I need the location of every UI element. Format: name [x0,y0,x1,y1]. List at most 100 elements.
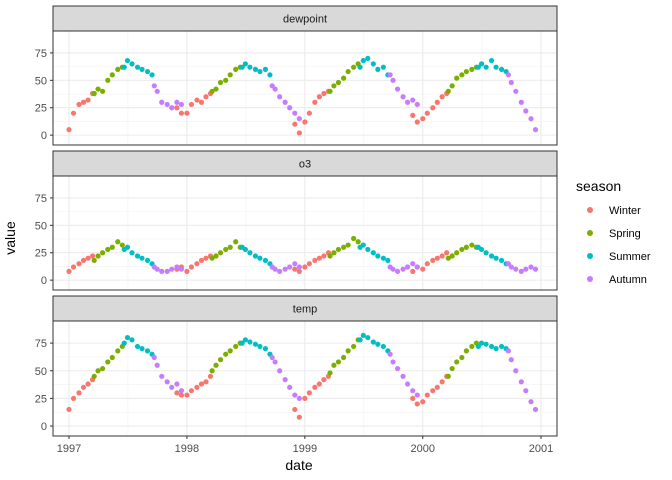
data-point-autumn [277,94,283,100]
data-point-summer [247,250,253,256]
legend-label-spring: Spring [609,228,641,240]
data-point-spring [91,90,97,97]
data-point-winter [420,266,426,272]
data-point-autumn [508,264,514,270]
data-point-winter [70,395,77,402]
data-point-winter [302,395,308,402]
grid-lines [53,31,557,145]
data-point-spring [233,343,239,350]
data-point-summer [385,257,391,264]
data-point-spring [95,86,101,92]
data-point-spring [459,246,465,253]
data-point-winter [194,97,200,103]
data-point-autumn [414,392,420,398]
data-point-winter [80,257,87,264]
y-tick-label: 50 [35,366,47,378]
data-point-summer [488,57,495,64]
data-point-summer [247,64,253,70]
y-tick-label: 0 [41,275,47,287]
data-point-spring [327,88,333,94]
data-point-winter [85,97,91,103]
data-point-spring [223,246,229,253]
data-point-autumn [169,105,175,111]
x-tick-label: 1998 [175,443,199,455]
data-point-autumn [292,261,298,267]
facet-panel-temp: temp 0 25 50 75 [35,295,558,437]
data-point-winter [203,94,209,100]
legend-key-autumn [587,276,593,282]
data-point-summer [121,340,127,346]
data-point-spring [213,253,219,259]
data-point-winter [292,266,298,272]
data-point-summer [252,341,259,347]
data-point-winter [70,264,77,270]
data-point-summer [257,255,263,261]
data-point-autumn [394,365,401,372]
data-point-summer [239,340,245,346]
data-point-autumn [282,99,288,105]
data-point-summer [360,332,366,338]
legend-key-summer [587,253,593,259]
data-point-spring [213,86,219,92]
data-point-winter [203,379,209,385]
data-point-summer [267,72,273,78]
data-point-spring [233,239,239,245]
y-tick-label: 50 [35,75,47,87]
data-point-autumn [518,379,524,385]
data-point-autumn [513,368,519,374]
data-point-spring [463,348,469,354]
data-point-spring [91,373,97,379]
data-point-autumn [400,266,406,272]
data-point-spring [115,66,121,72]
data-point-spring [469,242,475,248]
data-point-autumn [151,83,157,89]
y-tick-label: 75 [35,338,47,350]
data-point-winter [316,94,322,100]
data-point-spring [459,72,465,78]
data-point-spring [95,368,101,374]
data-point-spring [463,68,469,75]
data-point-autumn [174,381,180,387]
data-point-autumn [518,268,524,274]
data-point-winter [178,110,185,116]
data-point-winter [430,388,436,394]
data-point-spring [445,373,451,379]
data-point-spring [445,88,451,94]
data-point-winter [430,105,436,111]
data-point-spring [345,348,351,354]
x-tick-label: 2001 [529,443,553,455]
data-point-winter [414,401,420,407]
data-point-summer [262,257,269,264]
data-point-spring [95,253,101,259]
data-point-summer [380,64,386,70]
data-point-winter [316,255,322,261]
data-point-autumn [528,116,534,122]
data-point-autumn [154,266,160,272]
data-point-winter [292,121,298,127]
data-point-autumn [532,127,539,133]
data-point-winter [178,392,185,398]
legend-label-summer: Summer [609,251,651,263]
facet-panel-o3: o3 0 25 50 75 [35,150,558,291]
data-point-autumn [272,359,278,365]
data-point-winter [434,384,440,390]
data-point-summer [488,343,495,350]
data-point-winter [184,392,190,398]
data-point-summer [478,340,485,346]
data-point-summer [129,250,135,256]
data-point-winter [434,99,440,105]
y-tick-label: 50 [35,220,47,232]
data-point-spring [351,235,357,242]
points-dewpoint [66,55,539,136]
data-point-spring [99,365,106,372]
data-point-winter [302,264,308,270]
legend-key-winter [587,207,593,213]
data-point-autumn [277,268,283,274]
data-point-summer [365,55,371,62]
data-point-spring [327,370,333,376]
data-point-spring [223,77,229,83]
data-point-autumn [387,351,393,357]
data-point-summer [365,246,371,253]
data-point-summer [134,343,141,350]
